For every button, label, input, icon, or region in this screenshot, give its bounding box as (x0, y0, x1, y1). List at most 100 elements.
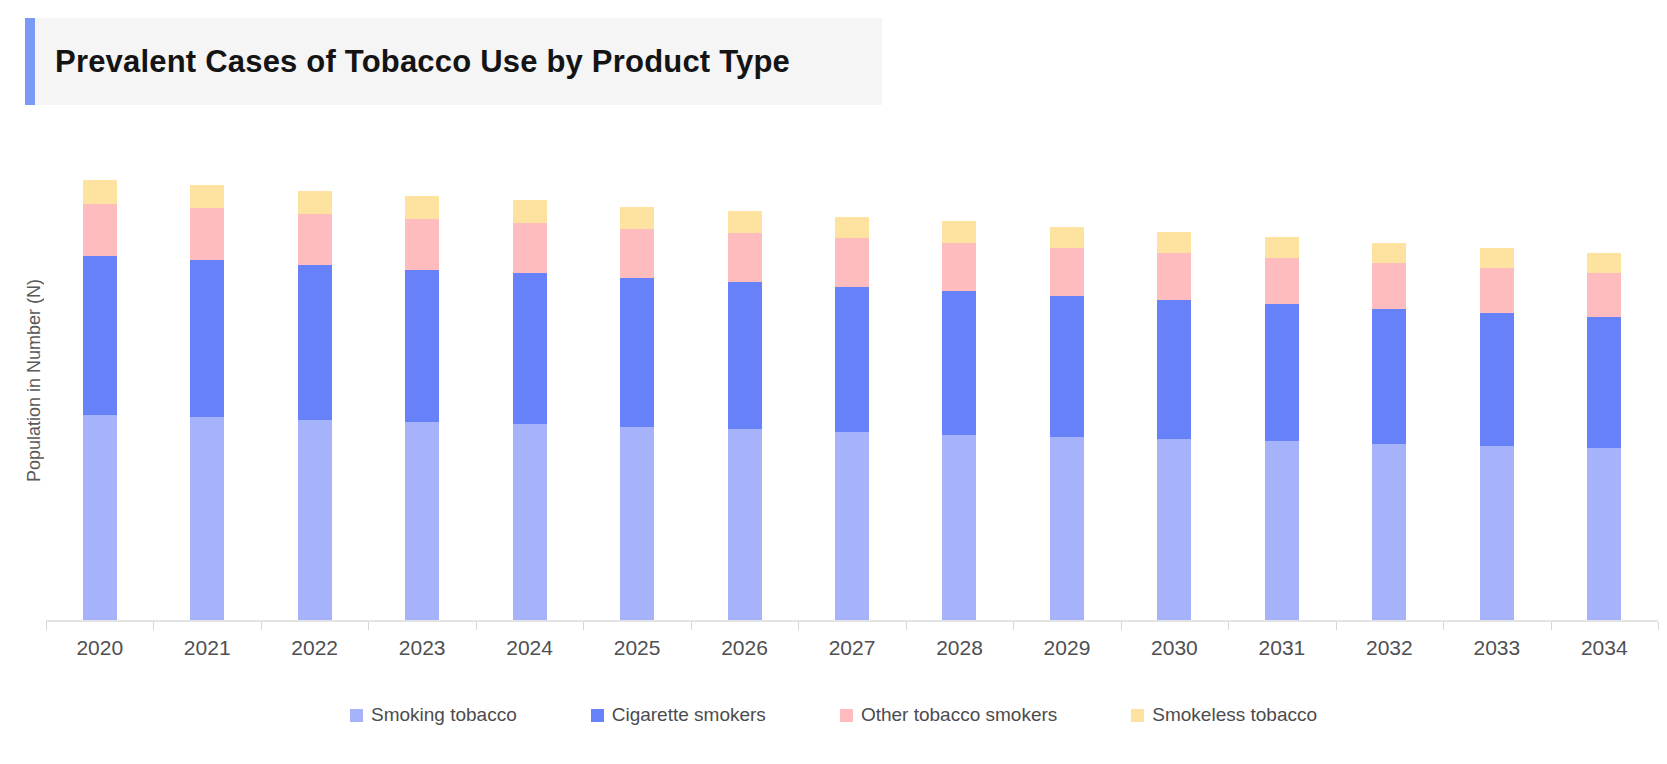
x-axis-tick (906, 622, 907, 630)
bar-segment-smokeless-tobacco[interactable] (728, 211, 762, 233)
bar-segment-other-tobacco-smokers[interactable] (1480, 268, 1514, 313)
x-axis-label-2033: 2033 (1443, 636, 1550, 660)
bar-segment-cigarette-smokers[interactable] (83, 256, 117, 415)
bar-segment-smokeless-tobacco[interactable] (1480, 248, 1514, 268)
bar-segment-other-tobacco-smokers[interactable] (1157, 253, 1191, 300)
stacked-bar-2028[interactable] (942, 221, 976, 620)
stacked-bar-2032[interactable] (1372, 243, 1406, 620)
stacked-bar-2033[interactable] (1480, 248, 1514, 620)
bar-segment-smokeless-tobacco[interactable] (513, 200, 547, 223)
bar-segment-other-tobacco-smokers[interactable] (1587, 273, 1621, 317)
bar-segment-cigarette-smokers[interactable] (1265, 304, 1299, 441)
x-axis-labels: 2020202120222023202420252026202720282029… (46, 636, 1658, 660)
stacked-bar-2030[interactable] (1157, 232, 1191, 620)
legend-item-smoking-tobacco[interactable]: Smoking tobacco (350, 704, 517, 726)
bar-segment-smoking-tobacco[interactable] (1372, 444, 1406, 620)
x-axis-tick (261, 622, 262, 630)
stacked-bar-2026[interactable] (728, 211, 762, 620)
bar-segment-smokeless-tobacco[interactable] (1372, 243, 1406, 263)
bar-segment-cigarette-smokers[interactable] (1050, 296, 1084, 437)
legend-swatch-icon (840, 709, 853, 722)
bar-segment-other-tobacco-smokers[interactable] (83, 204, 117, 256)
stacked-bar-2029[interactable] (1050, 227, 1084, 620)
stacked-bar-2025[interactable] (620, 207, 654, 620)
bar-segment-smokeless-tobacco[interactable] (83, 180, 117, 204)
bar-segment-smoking-tobacco[interactable] (298, 420, 332, 620)
stacked-bar-2024[interactable] (513, 200, 547, 620)
bar-segment-smoking-tobacco[interactable] (620, 427, 654, 620)
legend-swatch-icon (1131, 709, 1144, 722)
bar-segment-other-tobacco-smokers[interactable] (942, 243, 976, 291)
bar-segment-other-tobacco-smokers[interactable] (190, 208, 224, 260)
x-axis-tick (1121, 622, 1122, 630)
chart-title-block: Prevalent Cases of Tobacco Use by Produc… (25, 18, 882, 105)
bar-segment-smoking-tobacco[interactable] (190, 417, 224, 620)
bar-segment-smoking-tobacco[interactable] (83, 415, 117, 620)
bar-group-2032 (1336, 140, 1443, 620)
x-axis-tick (476, 622, 477, 630)
bar-segment-smoking-tobacco[interactable] (835, 432, 869, 620)
x-axis-label-2023: 2023 (368, 636, 475, 660)
bar-segment-smokeless-tobacco[interactable] (942, 221, 976, 243)
legend-item-smokeless-tobacco[interactable]: Smokeless tobacco (1131, 704, 1317, 726)
bar-segment-smokeless-tobacco[interactable] (1050, 227, 1084, 248)
bar-segment-cigarette-smokers[interactable] (728, 282, 762, 429)
x-axis-tick (1228, 622, 1229, 630)
bar-segment-smoking-tobacco[interactable] (1480, 446, 1514, 620)
bar-segment-other-tobacco-smokers[interactable] (405, 219, 439, 270)
bar-segment-cigarette-smokers[interactable] (620, 278, 654, 427)
stacked-bar-2031[interactable] (1265, 237, 1299, 620)
bar-segment-other-tobacco-smokers[interactable] (298, 214, 332, 265)
bar-segment-smokeless-tobacco[interactable] (1157, 232, 1191, 253)
x-axis-tick (368, 622, 369, 630)
bar-segment-smokeless-tobacco[interactable] (298, 191, 332, 214)
stacked-bar-2027[interactable] (835, 217, 869, 620)
stacked-bar-2034[interactable] (1587, 253, 1621, 620)
legend-swatch-icon (591, 709, 604, 722)
bar-segment-smoking-tobacco[interactable] (1265, 441, 1299, 620)
bar-segment-smokeless-tobacco[interactable] (620, 207, 654, 229)
bar-segment-smokeless-tobacco[interactable] (1587, 253, 1621, 273)
bar-segment-smokeless-tobacco[interactable] (835, 217, 869, 238)
legend-item-other-tobacco-smokers[interactable]: Other tobacco smokers (840, 704, 1057, 726)
bar-segment-cigarette-smokers[interactable] (1372, 309, 1406, 444)
bar-segment-cigarette-smokers[interactable] (405, 270, 439, 422)
bar-segment-other-tobacco-smokers[interactable] (513, 223, 547, 273)
bar-segment-cigarette-smokers[interactable] (1480, 313, 1514, 446)
bar-segment-smokeless-tobacco[interactable] (405, 196, 439, 219)
x-axis-tick (1013, 622, 1014, 630)
stacked-bar-2020[interactable] (83, 180, 117, 620)
x-axis-label-2028: 2028 (906, 636, 1013, 660)
stacked-bar-2021[interactable] (190, 185, 224, 620)
bar-segment-smokeless-tobacco[interactable] (1265, 237, 1299, 258)
bar-group-2022 (261, 140, 368, 620)
bar-segment-cigarette-smokers[interactable] (1587, 317, 1621, 448)
bar-segment-smoking-tobacco[interactable] (1050, 437, 1084, 620)
bar-segment-other-tobacco-smokers[interactable] (620, 229, 654, 278)
x-axis-label-2027: 2027 (798, 636, 905, 660)
bar-group-2034 (1551, 140, 1658, 620)
bar-segment-smoking-tobacco[interactable] (405, 422, 439, 620)
bar-segment-other-tobacco-smokers[interactable] (1050, 248, 1084, 296)
x-axis-label-2031: 2031 (1228, 636, 1335, 660)
bar-segment-other-tobacco-smokers[interactable] (1372, 263, 1406, 309)
legend-item-cigarette-smokers[interactable]: Cigarette smokers (591, 704, 766, 726)
stacked-bar-2022[interactable] (298, 191, 332, 620)
bar-segment-cigarette-smokers[interactable] (942, 291, 976, 435)
bar-segment-cigarette-smokers[interactable] (513, 273, 547, 424)
bar-segment-smoking-tobacco[interactable] (513, 424, 547, 620)
bar-segment-other-tobacco-smokers[interactable] (1265, 258, 1299, 304)
bar-segment-smoking-tobacco[interactable] (1587, 448, 1621, 620)
bar-segment-smokeless-tobacco[interactable] (190, 185, 224, 208)
bar-segment-cigarette-smokers[interactable] (298, 265, 332, 420)
bar-segment-cigarette-smokers[interactable] (1157, 300, 1191, 439)
bar-segment-smoking-tobacco[interactable] (1157, 439, 1191, 620)
legend: Smoking tobacco Cigarette smokers Other to… (0, 700, 1667, 730)
bar-segment-cigarette-smokers[interactable] (190, 260, 224, 417)
bar-segment-other-tobacco-smokers[interactable] (835, 238, 869, 287)
bar-segment-other-tobacco-smokers[interactable] (728, 233, 762, 282)
bar-segment-smoking-tobacco[interactable] (728, 429, 762, 620)
bar-segment-smoking-tobacco[interactable] (942, 435, 976, 620)
stacked-bar-2023[interactable] (405, 196, 439, 620)
bar-segment-cigarette-smokers[interactable] (835, 287, 869, 432)
